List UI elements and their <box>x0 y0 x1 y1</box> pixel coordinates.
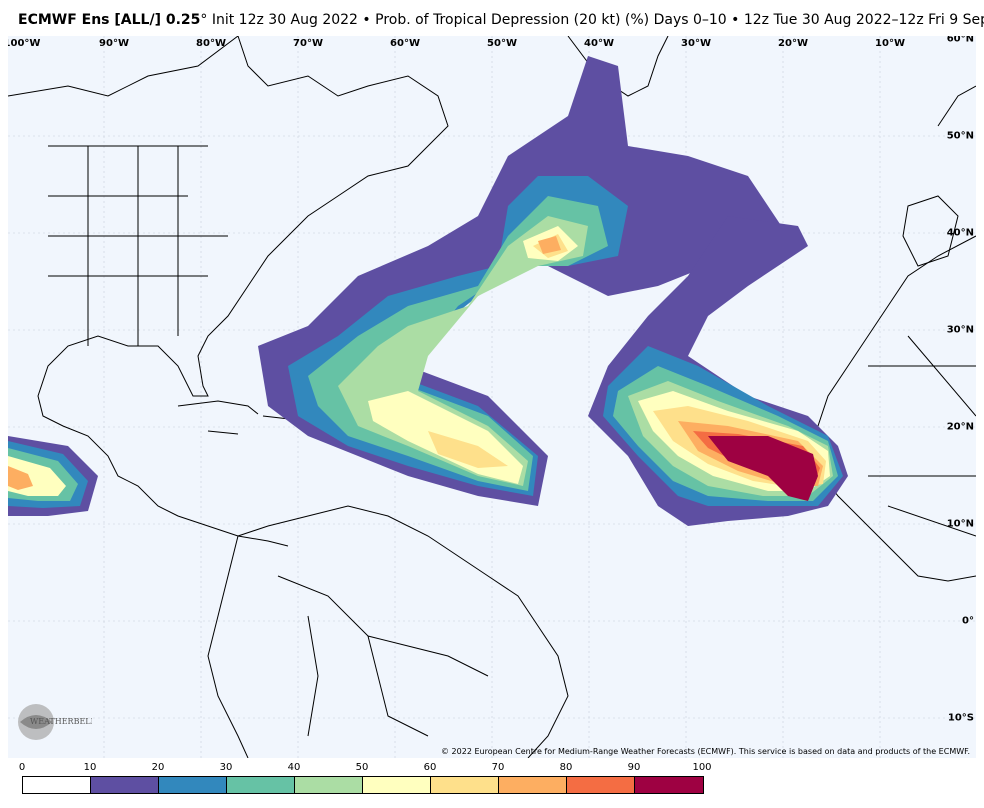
map-panel: 100°W 90°W 80°W 70°W 60°W 50°W 40°W 30°W… <box>8 36 976 758</box>
lat-label-10s: 10°S <box>947 712 974 724</box>
map-title: ECMWF Ens [ALL/] 0.25° Init 12z 30 Aug 2… <box>18 12 984 28</box>
colorbar-segment <box>159 777 227 793</box>
colorbar-tick: 10 <box>83 762 97 773</box>
colorbar-segment <box>295 777 363 793</box>
title-degree: ° <box>200 12 208 28</box>
lon-label-60w: 60°W <box>390 38 420 49</box>
colorbar-segment <box>91 777 159 793</box>
colorbar-tick: 20 <box>151 762 165 773</box>
lat-label-10n: 10°N <box>946 518 974 530</box>
us-borders <box>48 145 228 346</box>
lat-label-50n: 50°N <box>946 130 974 142</box>
lon-label-50w: 50°W <box>487 38 517 49</box>
colorbar-tick: 50 <box>355 762 369 773</box>
probability-track-west <box>258 56 788 506</box>
colorbar-tick: 70 <box>491 762 505 773</box>
lon-label-10w: 10°W <box>875 38 905 49</box>
lon-label-40w: 40°W <box>584 38 614 49</box>
africa-borders <box>868 335 976 537</box>
lon-label-80w: 80°W <box>196 38 226 49</box>
weatherbell-logo: WEATHERBELL <box>12 698 97 746</box>
colorbar-tick: 60 <box>423 762 437 773</box>
title-details: Init 12z 30 Aug 2022 • Prob. of Tropical… <box>207 12 984 28</box>
probability-track-east <box>588 216 848 526</box>
colorbar-tick: 40 <box>287 762 301 773</box>
colorbar-segment <box>227 777 295 793</box>
colorbar-tick: 100 <box>692 762 712 773</box>
lat-label-0: 0° <box>962 615 974 627</box>
lat-label-60n: 60°N <box>946 36 974 45</box>
lon-label-20w: 20°W <box>778 38 808 49</box>
lat-label-40n: 40°N <box>946 227 974 239</box>
south-america-coast <box>207 505 569 758</box>
logo-text: WEATHERBELL <box>30 717 92 726</box>
south-america-borders <box>277 575 489 737</box>
probability-eastern-pacific <box>8 436 98 516</box>
colorbar-tick: 30 <box>219 762 233 773</box>
colorbar-segment <box>23 777 91 793</box>
lat-label-30n: 30°N <box>946 324 974 336</box>
colorbar-segment <box>499 777 567 793</box>
coastlines <box>8 36 976 758</box>
colorbar-ticks: 0 10 20 30 40 50 60 70 80 90 100 <box>18 762 722 776</box>
lon-label-100w: 100°W <box>8 38 41 49</box>
colorbar-tick: 90 <box>627 762 641 773</box>
title-model: ECMWF Ens [ALL/] 0.25 <box>18 12 201 28</box>
lon-label-90w: 90°W <box>99 38 129 49</box>
colorbar-tick: 0 <box>18 762 26 773</box>
lon-label-70w: 70°W <box>293 38 323 49</box>
copyright-notice: © 2022 European Centre for Medium-Range … <box>441 747 970 756</box>
graticule <box>8 36 976 758</box>
lat-label-20n: 20°N <box>946 421 974 433</box>
colorbar-tick: 80 <box>559 762 573 773</box>
colorbar-segment <box>567 777 635 793</box>
colorbar-segment <box>431 777 499 793</box>
iberia-europe <box>902 85 976 267</box>
map-svg <box>8 36 976 758</box>
north-america-coast <box>8 36 449 547</box>
colorbar-segment <box>363 777 431 793</box>
colorbar <box>22 776 704 794</box>
lon-label-30w: 30°W <box>681 38 711 49</box>
colorbar-segment <box>635 777 703 793</box>
